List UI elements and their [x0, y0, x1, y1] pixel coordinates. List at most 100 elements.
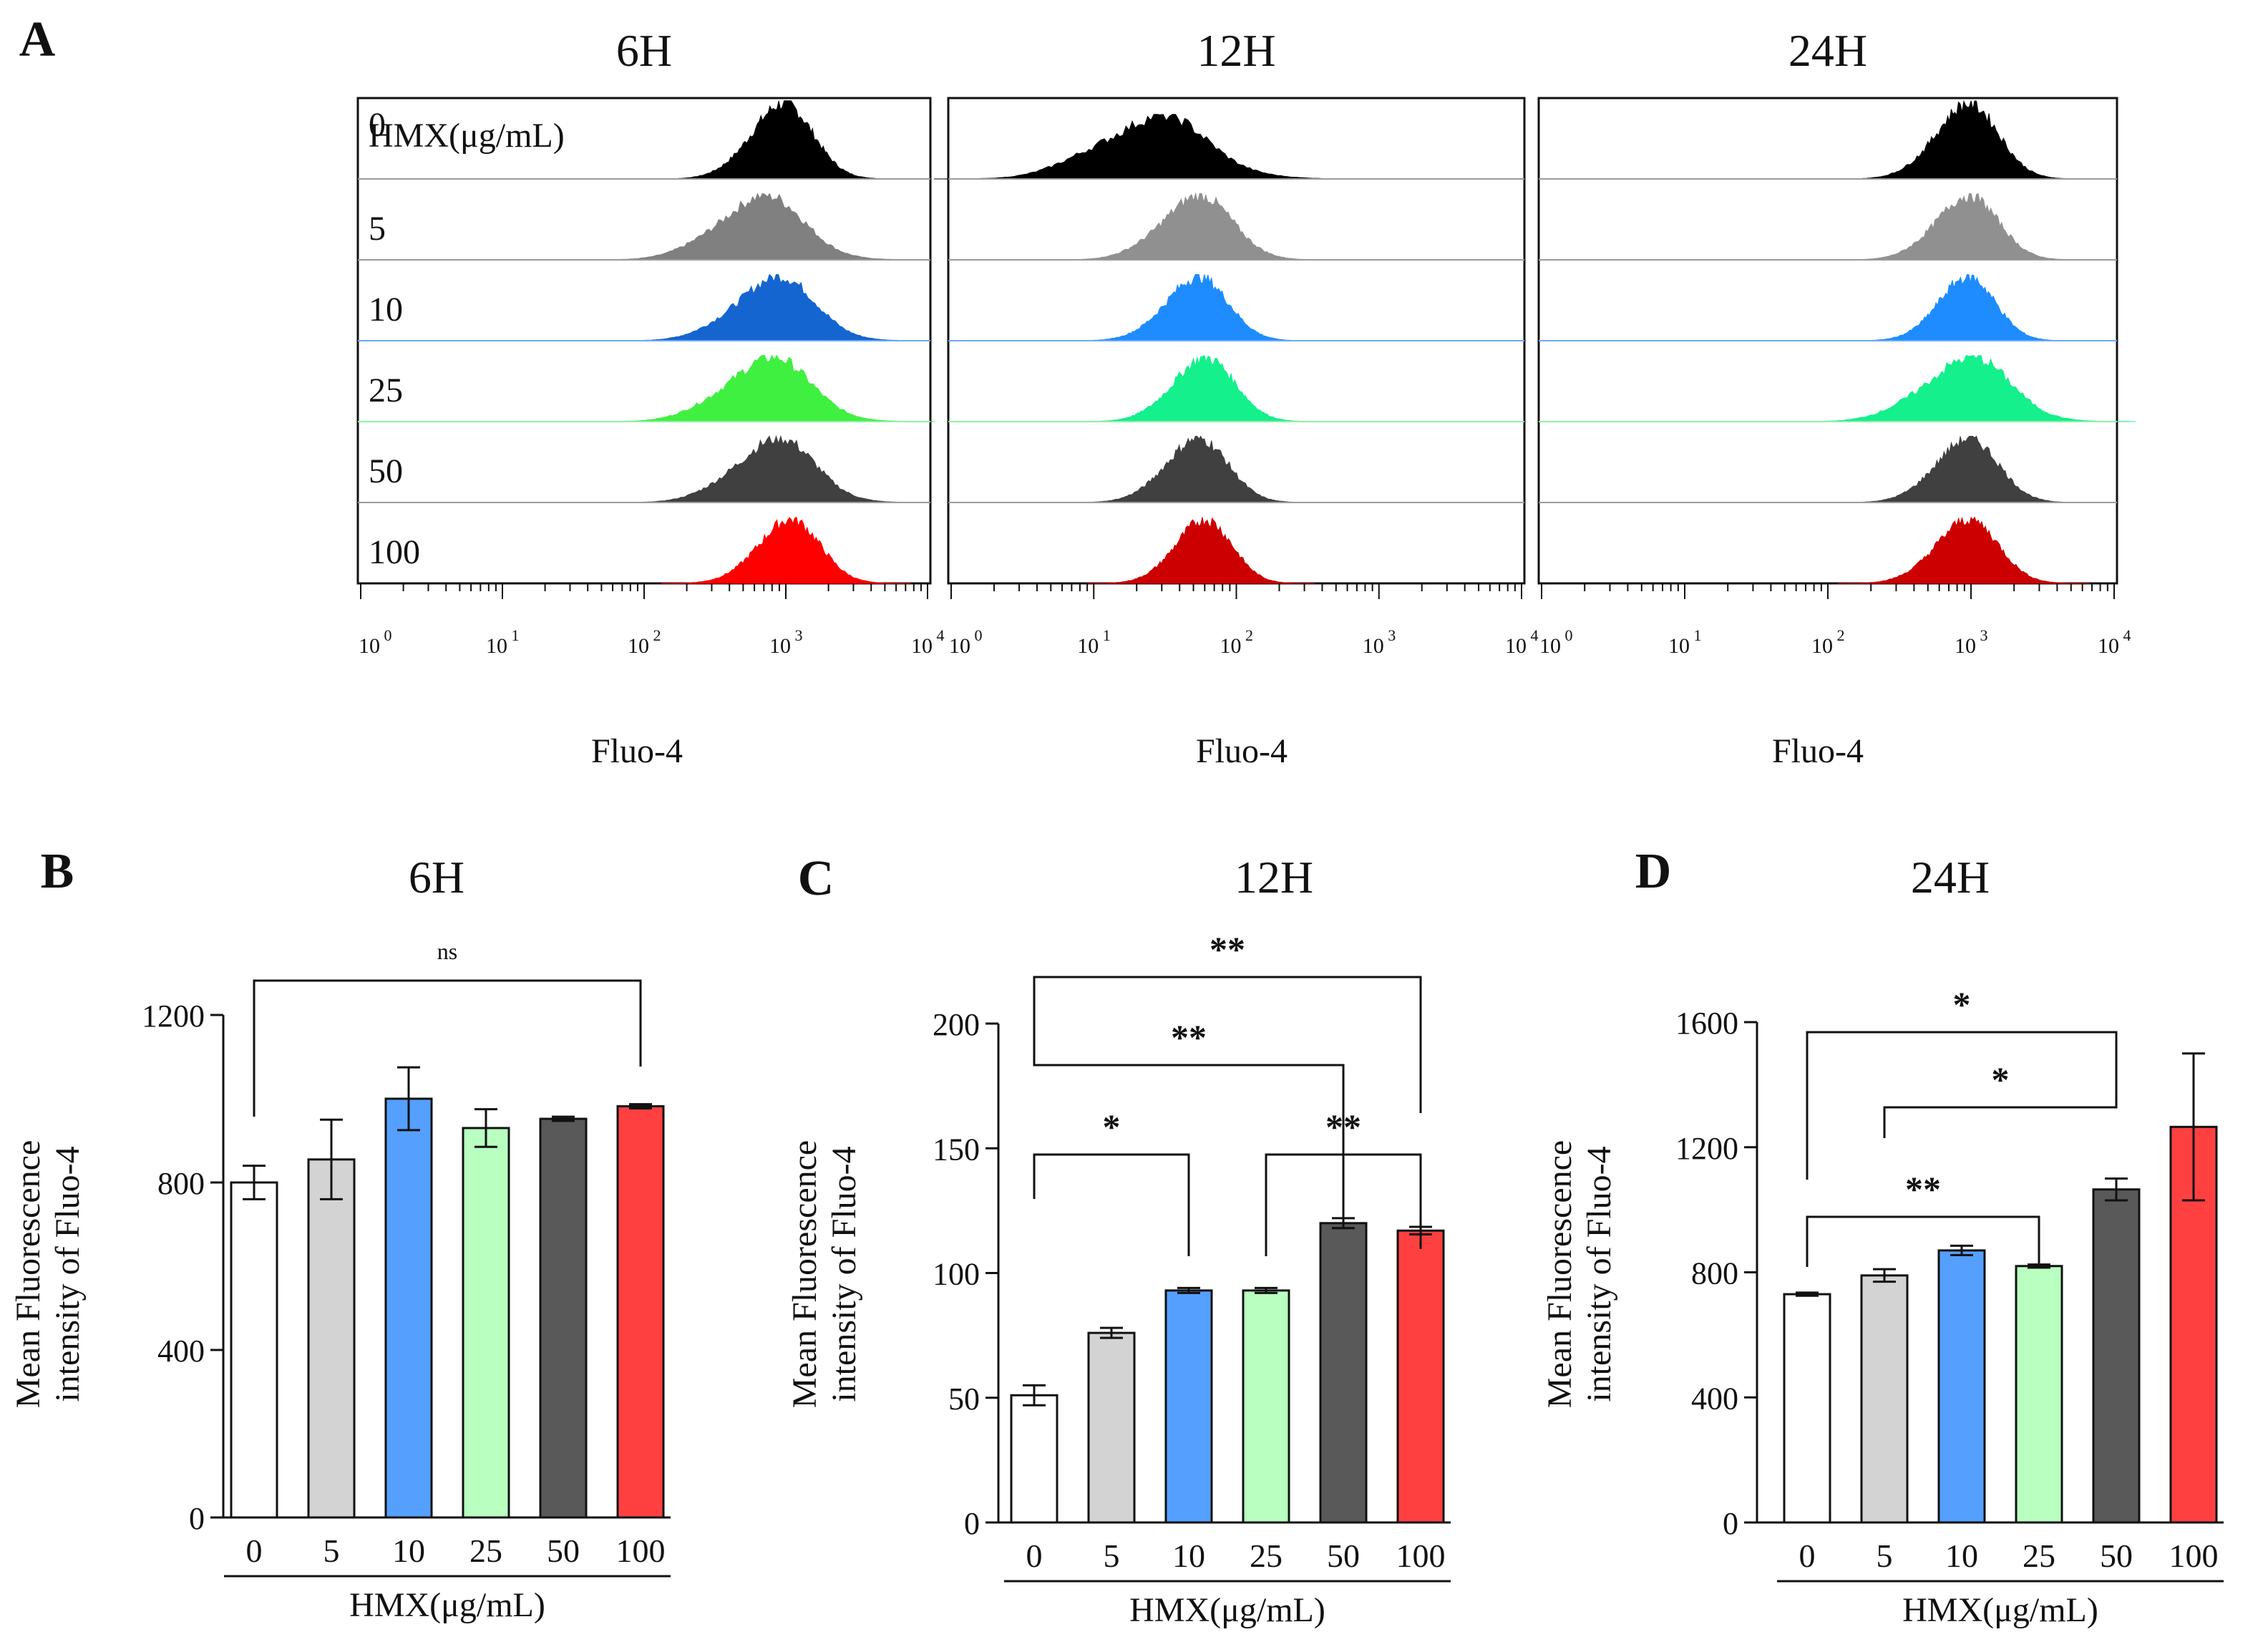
histogram-x-axis-label: Fluo-4: [1196, 732, 1288, 770]
bar-5: [307, 1158, 356, 1519]
panel-letter-d: D: [1635, 844, 1672, 899]
significance-bracket: [1806, 1031, 2118, 1180]
histogram-tick-exponent: 2: [1245, 626, 1253, 644]
histogram-curve-row-100: [1086, 517, 1315, 584]
significance-label: **: [1905, 1169, 1941, 1209]
histogram-curve-row-10: [1068, 274, 1320, 341]
histogram-curve-row-100: [1838, 516, 2090, 584]
histogram-tick-base: 10: [1505, 634, 1527, 658]
bar-100: [616, 1105, 665, 1519]
histogram-tick-exponent: 1: [1694, 626, 1702, 644]
histogram-title-24h: 24H: [1788, 25, 1867, 76]
x-tick-label: 10: [1172, 1538, 1205, 1574]
x-tick-label: 50: [547, 1532, 580, 1569]
x-tick-label: 25: [469, 1532, 502, 1569]
bar-chart-title: 24H: [1911, 852, 1990, 903]
histogram-tick-base: 10: [1363, 634, 1384, 658]
bar-5: [1860, 1274, 1909, 1524]
x-tick-label: 0: [1799, 1538, 1816, 1574]
histogram-row-label: 0: [369, 106, 386, 144]
bar-50: [2092, 1188, 2141, 1524]
x-tick-label: 5: [1104, 1538, 1120, 1574]
y-axis-label-line-1: Mean Fluorescence: [786, 1140, 824, 1409]
significance-bracket: [1033, 1031, 1345, 1228]
histogram-row-label: 25: [369, 371, 403, 409]
histogram-legend-title: HMX(μg/mL): [369, 117, 565, 155]
bar-25: [1242, 1289, 1290, 1524]
y-tick-label: 50: [948, 1381, 980, 1417]
bar-5: [1087, 1331, 1136, 1524]
histogram-tick-exponent: 4: [1531, 626, 1539, 644]
histogram-tick-exponent: 1: [1103, 626, 1111, 644]
y-tick-label: 1600: [1675, 1006, 1738, 1041]
histogram-curve-row-10: [613, 273, 930, 341]
histogram-tick-exponent: 3: [1388, 626, 1396, 644]
histogram-curve-row-5: [587, 193, 928, 261]
histogram-tick-exponent: 4: [937, 626, 945, 644]
histogram-row-label: 10: [369, 291, 403, 329]
histogram-tick-base: 10: [769, 634, 791, 658]
histogram-curve-row-5: [1838, 193, 2090, 261]
histogram-tick-base: 10: [1077, 634, 1099, 658]
y-tick-label: 0: [1723, 1506, 1738, 1541]
x-tick-label: 25: [1250, 1538, 1283, 1574]
histogram-tick-base: 10: [1220, 634, 1242, 658]
histogram-curve-row-10: [1849, 274, 2078, 341]
histogram-tick-base: 10: [628, 634, 649, 658]
bar-10: [1937, 1249, 1986, 1524]
histogram-tick-base: 10: [1811, 634, 1833, 658]
histogram-tick-base: 10: [1955, 634, 1976, 658]
y-tick-label: 200: [933, 1007, 980, 1042]
histogram-row-label: 100: [369, 533, 420, 571]
x-axis-label: HMX(μg/mL): [1129, 1591, 1325, 1629]
x-tick-label: 0: [246, 1532, 263, 1569]
histogram-tick-base: 10: [1668, 634, 1690, 658]
histogram-tick-exponent: 0: [1565, 626, 1573, 644]
y-tick-label: 0: [189, 1501, 205, 1536]
bar-25: [2015, 1265, 2063, 1524]
y-tick-label: 100: [933, 1257, 980, 1292]
y-axis-label-line-1: Mean Fluorescence: [9, 1140, 47, 1409]
x-tick-label: 50: [2100, 1538, 2133, 1574]
histogram-title-6h: 6H: [616, 25, 672, 76]
histogram-title-12h: 12H: [1197, 25, 1275, 76]
histogram-tick-base: 10: [949, 634, 970, 658]
significance-bracket: [1265, 1153, 1422, 1256]
histogram-curve-row-25: [594, 354, 935, 422]
y-tick-label: 400: [1691, 1381, 1738, 1416]
significance-label: **: [1171, 1017, 1207, 1057]
significance-label: *: [1992, 1059, 2010, 1099]
histogram-tick-exponent: 0: [975, 626, 983, 644]
x-tick-label: 5: [1877, 1538, 1893, 1574]
y-axis-label-line-2: intensity of Fluo-4: [1580, 1146, 1618, 1402]
histogram-curve-row-0: [653, 100, 904, 180]
panel-letter-a: A: [19, 12, 56, 67]
histogram-x-axis-label: Fluo-4: [591, 732, 683, 770]
panel-letter-b: B: [41, 844, 74, 899]
panel-d-bar-chart: 24H 0 400 800 1200 1600 Mean Fluorescence inten…: [1541, 852, 2224, 1629]
histogram-tick-base: 10: [1539, 634, 1561, 658]
x-tick-label: 10: [1945, 1538, 1978, 1574]
histogram-tick-exponent: 1: [512, 626, 520, 644]
histogram-row-label: 5: [369, 210, 386, 248]
bar-0: [1783, 1293, 1831, 1524]
x-tick-label: 5: [323, 1532, 340, 1569]
histogram-tick-exponent: 0: [384, 626, 392, 644]
x-axis-label: HMX(μg/mL): [1902, 1591, 2098, 1629]
x-axis-label: HMX(μg/mL): [349, 1586, 545, 1624]
y-axis-label-line-1: Mean Fluorescence: [1541, 1140, 1579, 1409]
x-tick-label: 100: [2169, 1538, 2219, 1574]
x-tick-label: 100: [1396, 1538, 1446, 1574]
y-tick-label: 1200: [1675, 1131, 1738, 1166]
histogram-tick-base: 10: [911, 634, 933, 658]
histogram-curve-row-0: [934, 114, 1368, 180]
bar-chart-title: 12H: [1235, 852, 1313, 903]
significance-bracket: [253, 979, 642, 1117]
y-tick-label: 800: [1691, 1256, 1738, 1291]
histogram-curve-row-25: [1075, 354, 1327, 422]
x-tick-label: 10: [392, 1532, 425, 1569]
